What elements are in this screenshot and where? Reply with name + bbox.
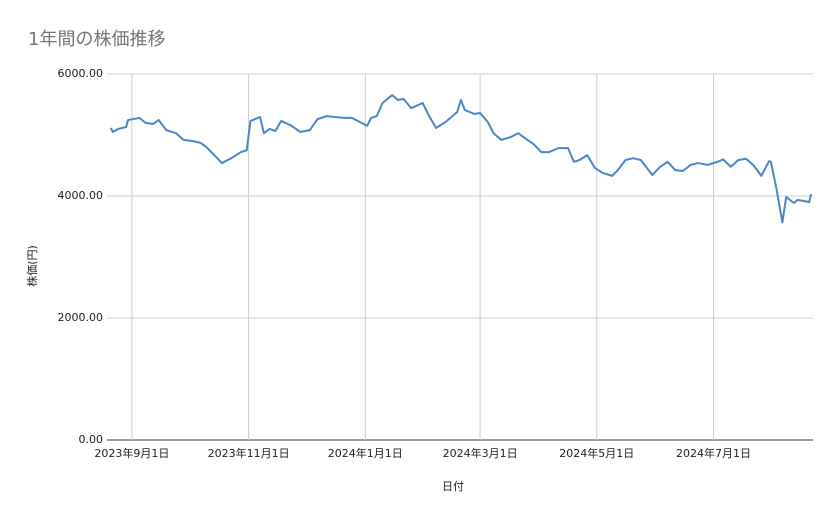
y-tick-label: 2000.00	[58, 311, 104, 324]
line-series	[109, 94, 813, 224]
x-tick-label: 2023年11月1日	[208, 446, 290, 460]
chart-title: 1年間の株価推移	[28, 29, 165, 50]
x-tick-label: 2024年7月1日	[676, 446, 751, 460]
x-tick-label: 2024年1月1日	[328, 446, 403, 460]
y-tick-label: 0.00	[79, 433, 104, 446]
y-tick-label: 4000.00	[58, 189, 104, 202]
x-tick-label: 2024年3月1日	[443, 446, 518, 460]
x-axis-title: 日付	[442, 480, 464, 493]
x-tick-label: 2024年5月1日	[559, 446, 634, 460]
x-tick-label: 2023年9月1日	[94, 446, 169, 460]
y-axis-title: 株価(円)	[25, 245, 39, 287]
y-tick-label: 6000.00	[58, 67, 104, 80]
